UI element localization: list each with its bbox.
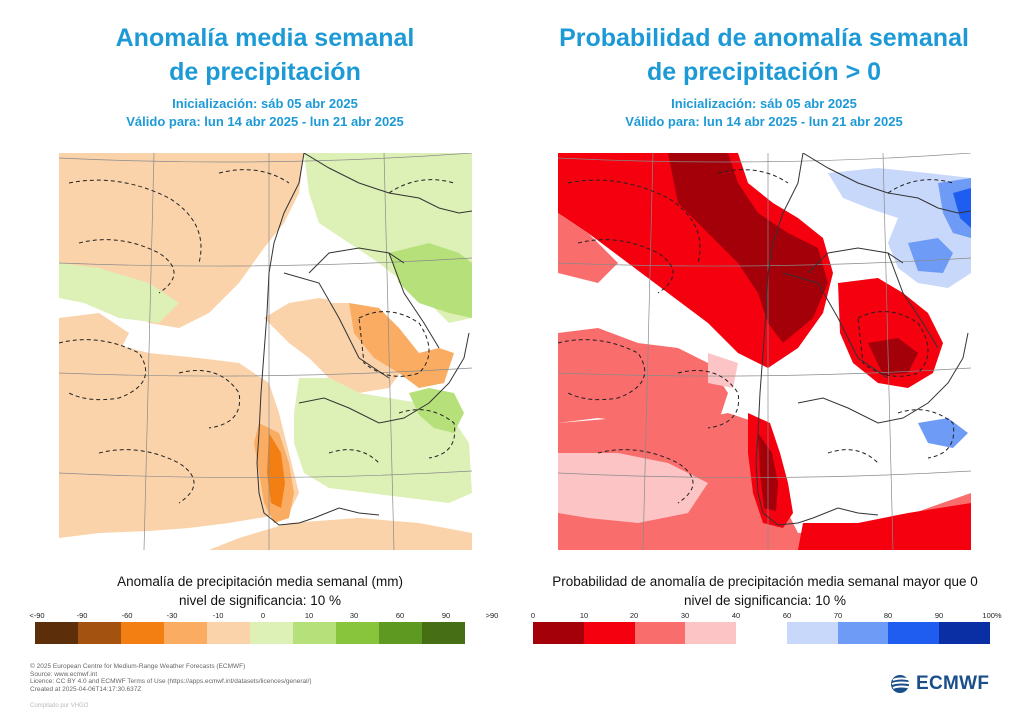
right-tick: 30 <box>680 611 690 620</box>
right-colorbar-swatch <box>837 622 889 644</box>
left-legend-title-text: Anomalía de precipitación media semanal … <box>117 574 403 589</box>
left-tick: <-90 <box>29 611 45 620</box>
right-tick: 60 <box>782 611 792 620</box>
right-colorbar <box>533 622 991 644</box>
right-colorbar-swatch <box>583 622 635 644</box>
right-legend-significance: nivel de significancia: 10 % <box>683 593 847 608</box>
left-subtitle: Inicialización: sáb 05 abr 2025 Válido p… <box>35 95 495 131</box>
left-colorbar-swatch <box>78 622 121 644</box>
left-colorbar-swatch <box>379 622 422 644</box>
right-colorbar-swatch <box>533 622 584 644</box>
left-colorbar-swatch <box>422 622 465 644</box>
left-legend-significance: nivel de significancia: 10 % <box>178 593 342 608</box>
right-legend-title: Probabilidad de anomalía de precipitació… <box>515 572 1015 610</box>
right-tick: 10 <box>579 611 589 620</box>
left-legend-title: Anomalía de precipitación media semanal … <box>10 572 510 610</box>
right-tick: 70 <box>833 611 843 620</box>
left-precip-anomaly-map <box>59 153 472 550</box>
left-title: Anomalía media semanal de precipitación <box>35 21 495 89</box>
left-title-line1: Anomalía media semanal <box>115 24 415 52</box>
left-colorbar-swatch <box>121 622 164 644</box>
right-probability-map <box>558 153 971 550</box>
left-tick: -30 <box>166 611 178 620</box>
right-colorbar-swatch <box>685 622 737 644</box>
left-colorbar-swatch <box>293 622 336 644</box>
right-tick: 90 <box>934 611 944 620</box>
left-tick: 0 <box>260 611 266 620</box>
left-tick: 60 <box>395 611 405 620</box>
right-tick: 100% <box>982 611 1002 620</box>
right-legend-title-text: Probabilidad de anomalía de precipitació… <box>552 574 978 589</box>
left-tick: -60 <box>121 611 133 620</box>
credit-line: Created at 2025-04-06T14:17:30.637Z <box>30 685 142 693</box>
left-tick: 10 <box>304 611 314 620</box>
right-valid-range: Válido para: lun 14 abr 2025 - lun 21 ab… <box>625 114 903 129</box>
left-valid-range: Válido para: lun 14 abr 2025 - lun 21 ab… <box>126 114 404 129</box>
right-title: Probabilidad de anomalía semanal de prec… <box>534 21 994 89</box>
credit-line: Licence: CC BY 4.0 and ECMWF Terms of Us… <box>30 678 312 686</box>
right-title-line2: de precipitación > 0 <box>646 58 882 86</box>
right-tick: 40 <box>731 611 741 620</box>
right-tick: 0 <box>530 611 536 620</box>
right-colorbar-swatch <box>888 622 940 644</box>
left-tick: -10 <box>212 611 224 620</box>
left-colorbar-swatch <box>164 622 207 644</box>
right-colorbar-swatch <box>634 622 686 644</box>
left-tick: -90 <box>76 611 88 620</box>
credit-line: © 2025 European Centre for Medium-Range … <box>30 663 246 670</box>
right-title-line1: Probabilidad de anomalía semanal <box>559 24 969 52</box>
left-colorbar <box>35 622 465 644</box>
right-colorbar-swatch <box>939 622 991 644</box>
left-init-date: Inicialización: sáb 05 abr 2025 <box>172 96 358 111</box>
right-colorbar-swatch <box>786 622 838 644</box>
ecmwf-logo-text: ECMWF <box>916 673 990 694</box>
right-colorbar-swatch <box>736 622 787 644</box>
right-subtitle: Inicialización: sáb 05 abr 2025 Válido p… <box>534 95 994 131</box>
right-tick: 20 <box>629 611 639 620</box>
left-title-line2: de precipitación <box>169 58 361 86</box>
left-tick: 30 <box>349 611 359 620</box>
right-init-date: Inicialización: sáb 05 abr 2025 <box>671 96 857 111</box>
left-colorbar-swatch <box>336 622 379 644</box>
left-colorbar-swatch <box>207 622 250 644</box>
left-colorbar-swatch <box>35 622 78 644</box>
right-tick: 80 <box>883 611 893 620</box>
credit-line: Source: www.ecmwf.int <box>30 670 98 678</box>
ecmwf-logo[interactable]: ECMWF <box>890 673 989 695</box>
left-tick: 90 <box>441 611 451 620</box>
left-colorbar-swatch <box>250 622 293 644</box>
compiled-note: Compilado por VHGO <box>30 703 89 709</box>
credits: © 2025 European Centre for Medium-Range … <box>30 663 312 693</box>
ecmwf-logo-icon <box>891 675 915 693</box>
left-tick: >90 <box>485 611 499 620</box>
